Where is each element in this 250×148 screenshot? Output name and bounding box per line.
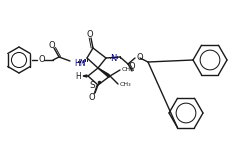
Text: CH₃: CH₃: [122, 66, 133, 71]
Text: O: O: [39, 55, 46, 64]
Text: O: O: [88, 94, 95, 103]
Text: O: O: [136, 53, 143, 62]
Text: S: S: [89, 82, 94, 90]
Text: O: O: [48, 41, 55, 49]
Text: HN: HN: [74, 58, 85, 67]
Text: O: O: [128, 62, 135, 70]
Text: N: N: [110, 53, 116, 62]
Polygon shape: [83, 75, 87, 77]
Text: CH₃: CH₃: [120, 82, 131, 87]
Polygon shape: [98, 69, 108, 78]
Text: H: H: [75, 71, 81, 81]
Text: O: O: [86, 29, 93, 38]
